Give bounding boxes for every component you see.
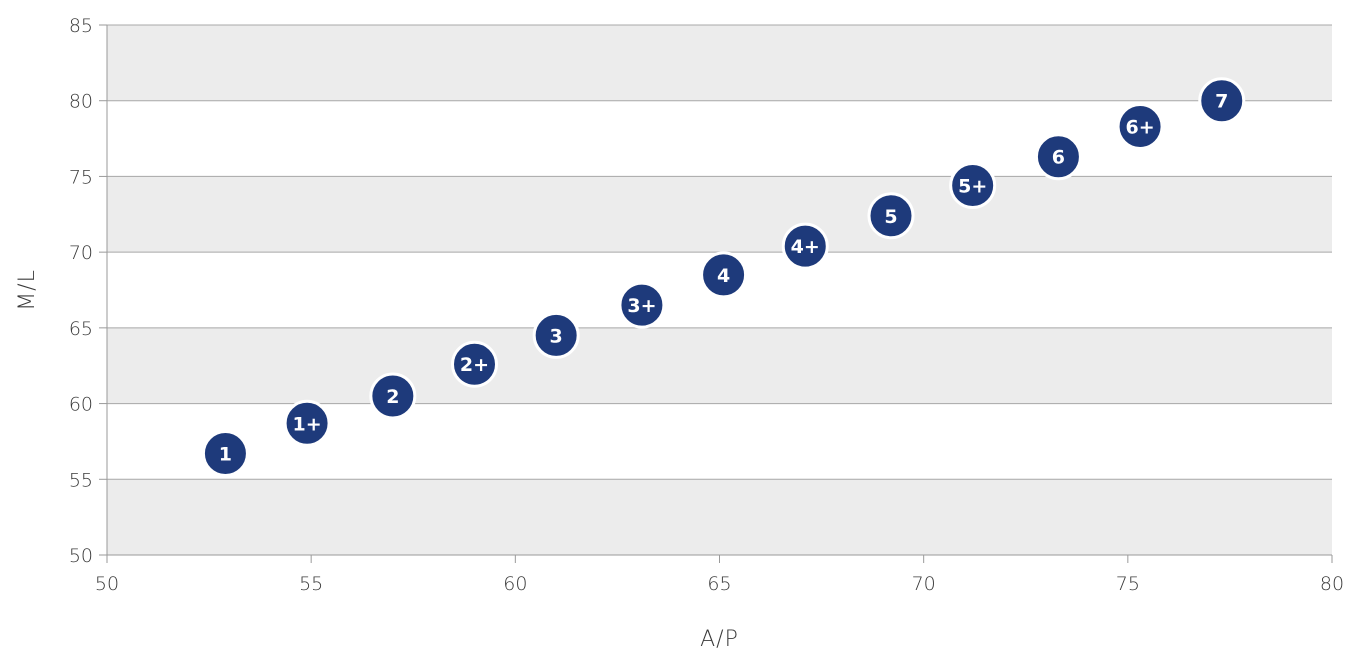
data-point-label: 4+ <box>791 236 820 258</box>
data-point-marker <box>532 311 580 359</box>
y-tick-label: 55 <box>69 469 93 491</box>
x-tick-label: 65 <box>707 573 731 595</box>
data-point: 4+ <box>781 222 829 270</box>
data-point-label: 1+ <box>293 413 322 435</box>
grid-band <box>107 25 1332 101</box>
data-point-marker <box>1116 102 1164 150</box>
axes <box>99 24 1333 563</box>
data-point-marker <box>781 222 829 270</box>
y-tick-label: 50 <box>69 545 93 567</box>
y-tick-label: 80 <box>69 91 93 113</box>
data-point-marker <box>369 372 417 420</box>
data-point-label: 2+ <box>460 354 489 376</box>
y-axis-title: M/L <box>15 269 40 311</box>
grid-band <box>107 479 1332 555</box>
data-point-label: 2 <box>386 386 399 408</box>
data-point: 3+ <box>618 281 666 329</box>
data-point: 6+ <box>1116 102 1164 150</box>
x-tick-label: 50 <box>95 573 119 595</box>
y-tick-label: 65 <box>69 318 93 340</box>
data-point-marker <box>1198 77 1246 125</box>
data-point-label: 5 <box>884 206 897 228</box>
data-point-marker <box>867 192 915 240</box>
y-tick-label: 75 <box>69 166 93 188</box>
data-point-marker <box>618 281 666 329</box>
data-point-label: 7 <box>1215 91 1228 113</box>
data-point-label: 5+ <box>958 176 987 198</box>
data-point-label: 3 <box>550 325 563 347</box>
data-point-label: 6+ <box>1126 116 1155 138</box>
x-tick-label: 75 <box>1116 573 1140 595</box>
data-point-marker <box>700 251 748 299</box>
data-point: 2+ <box>451 340 498 388</box>
x-tick-label: 55 <box>299 573 323 595</box>
x-tick-label: 80 <box>1320 573 1344 595</box>
data-point: 3 <box>532 311 580 359</box>
data-point: 6 <box>1034 133 1082 181</box>
data-points: 1 1+ 2 2+ 3 3+ 4 4+ 5 5+ 6 6+ 7 <box>201 77 1246 478</box>
data-point-label: 4 <box>717 265 730 287</box>
data-point-label: 1 <box>219 444 232 466</box>
y-tick-label: 70 <box>69 242 93 264</box>
data-point: 1 <box>201 430 249 478</box>
data-point: 2 <box>369 372 417 420</box>
data-point-marker <box>1034 133 1082 181</box>
data-point: 5+ <box>949 162 997 210</box>
grid-band <box>107 176 1332 253</box>
y-tick-label: 85 <box>69 15 93 37</box>
alternating-bands <box>107 25 1332 555</box>
data-point-marker <box>949 162 997 210</box>
data-point: 4 <box>700 251 748 299</box>
data-point: 7 <box>1198 77 1246 125</box>
data-point: 5 <box>867 192 915 240</box>
data-point: 1+ <box>283 399 331 447</box>
x-tick-label: 70 <box>912 573 936 595</box>
data-point-marker <box>451 340 498 388</box>
data-point-label: 6 <box>1052 147 1065 169</box>
data-point-marker <box>201 430 249 478</box>
data-point-label: 3+ <box>627 295 656 317</box>
x-tick-label: 60 <box>503 573 527 595</box>
data-point-marker <box>283 399 331 447</box>
grid-band <box>107 327 1332 404</box>
y-tick-label: 60 <box>69 394 93 416</box>
x-axis-title: A/P <box>700 627 739 652</box>
